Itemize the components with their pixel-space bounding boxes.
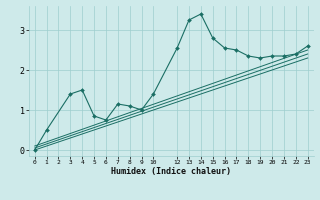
X-axis label: Humidex (Indice chaleur): Humidex (Indice chaleur) <box>111 167 231 176</box>
